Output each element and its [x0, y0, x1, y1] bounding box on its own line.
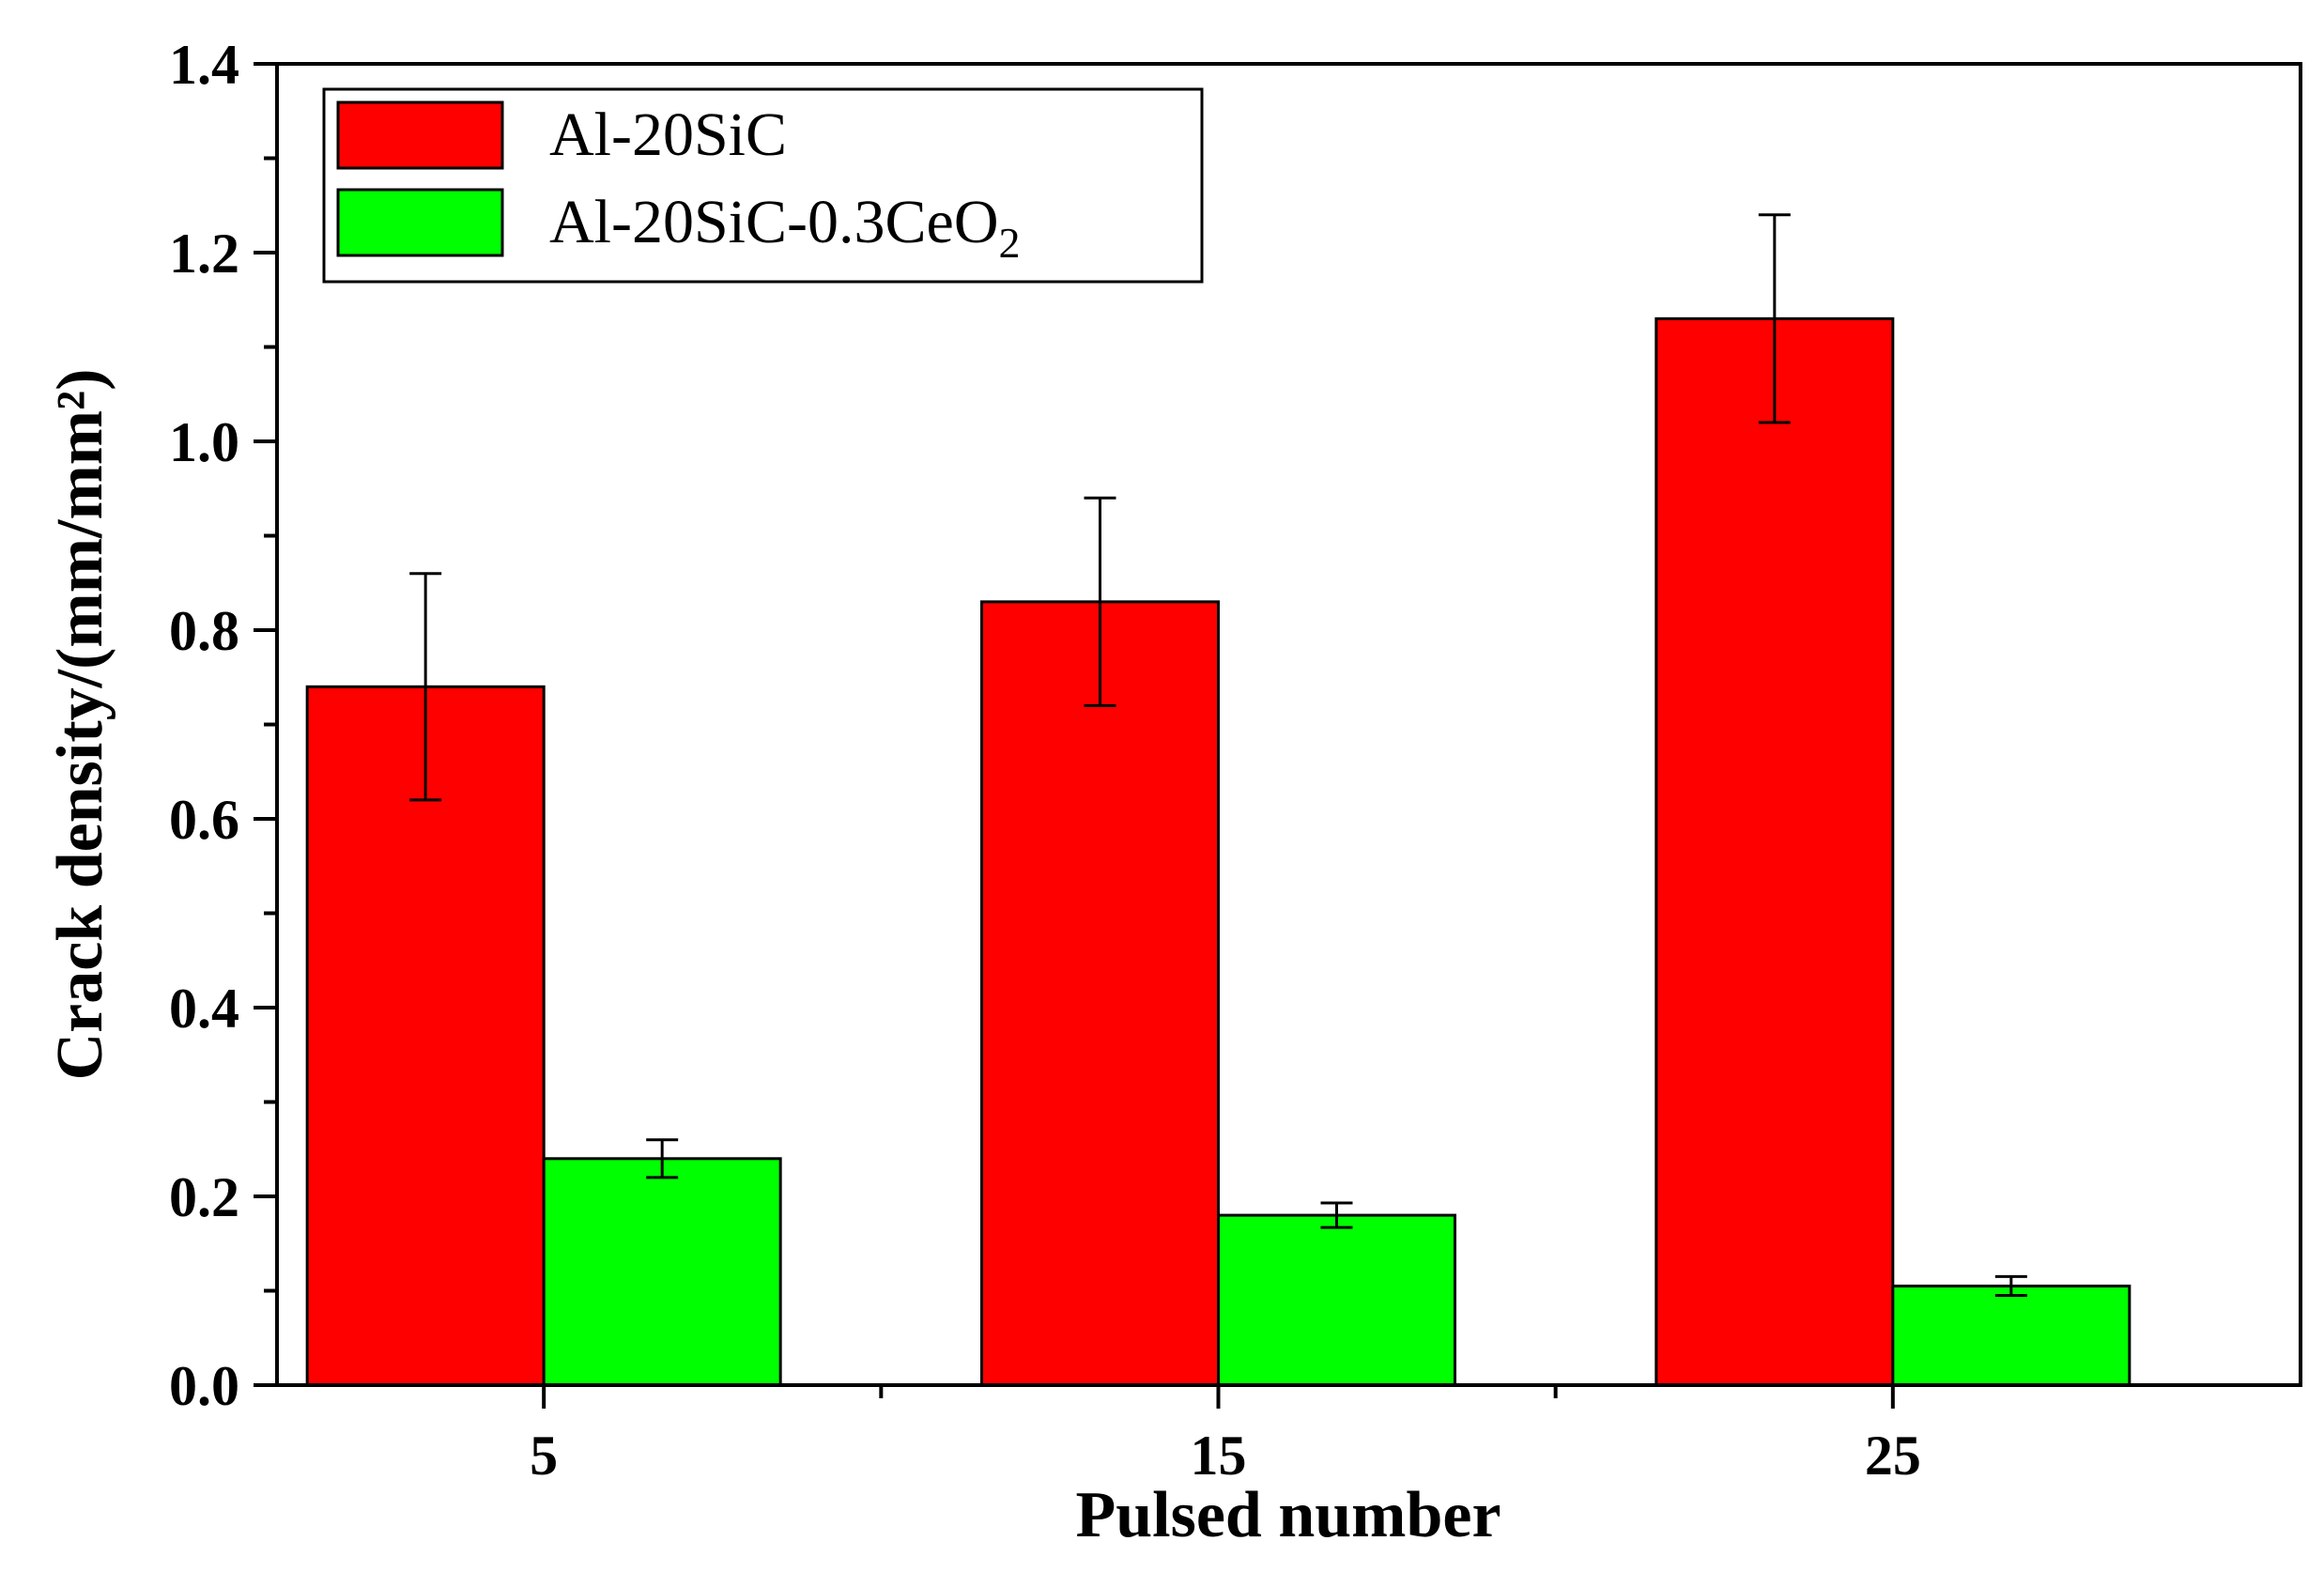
bar-al-20sic-5 — [305, 685, 546, 1387]
legend-label: Al-20SiC — [549, 100, 787, 169]
axes-layer: 0.0 0.2 0.4 0.6 0.8 1.0 1.2 1.4 5 15 25 Pulsed numb… — [44, 34, 2302, 1551]
y-tick-label: 0.4 — [169, 978, 239, 1040]
bar-al-20sic-ceo2-5 — [542, 1157, 782, 1387]
legend: Al-20SiC Al-20SiC-0.3CeO2 — [322, 87, 1204, 284]
y-tick-label: 0.6 — [169, 789, 239, 851]
legend-swatch — [336, 100, 504, 170]
y-tick-label: 0.8 — [169, 600, 239, 662]
x-tick-label: 5 — [530, 1425, 558, 1487]
x-tick-label: 25 — [1865, 1425, 1921, 1487]
error-bars-layer — [409, 213, 2027, 1298]
x-tick-label: 15 — [1191, 1425, 1247, 1487]
bar-al-20sic-ceo2-15 — [1217, 1213, 1456, 1387]
legend-swatch — [336, 188, 504, 257]
x-axis-title: Pulsed number — [1075, 1479, 1501, 1551]
y-tick-label: 1.0 — [169, 411, 239, 473]
bars-layer — [305, 316, 2132, 1387]
y-tick-label: 0.2 — [169, 1166, 239, 1228]
bar-al-20sic-25 — [1655, 316, 1895, 1387]
y-tick-label: 1.4 — [169, 34, 239, 96]
y-tick-label: 0.0 — [169, 1355, 239, 1417]
bar-al-20sic-ceo2-25 — [1891, 1284, 2132, 1387]
y-tick-label: 1.2 — [169, 223, 239, 285]
bar-al-20sic-15 — [980, 600, 1220, 1387]
legend-label: Al-20SiC-0.3CeO2 — [549, 188, 1021, 267]
y-axis-title: Crack density/(mm/mm²) — [44, 369, 116, 1081]
